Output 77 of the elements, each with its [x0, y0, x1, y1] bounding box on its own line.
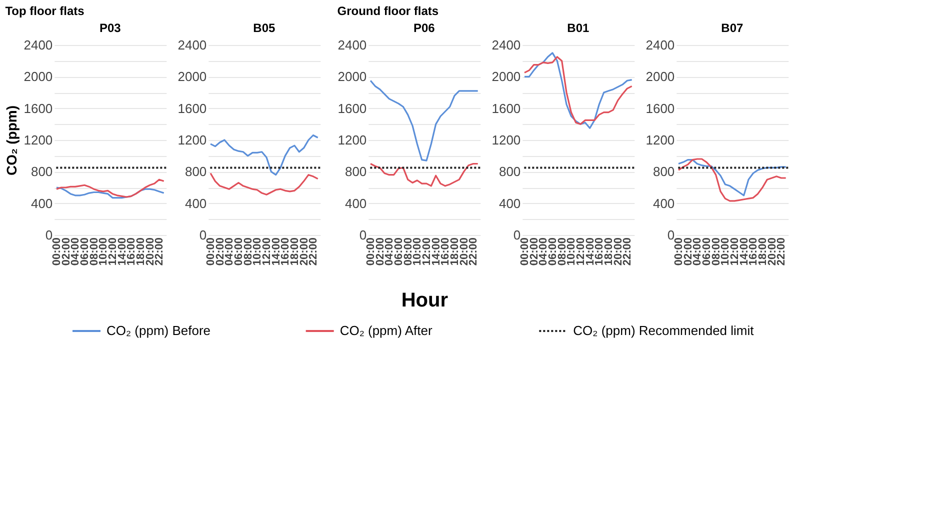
y-tick-label: 1600 — [492, 100, 521, 116]
line-series — [370, 80, 479, 162]
chart-title: B01 — [567, 21, 590, 35]
x-tick-label: 12:00 — [575, 238, 587, 266]
y-tick-label: 800 — [498, 164, 521, 180]
y-tick-label: 400 — [498, 196, 521, 211]
y-tick-label: 2400 — [178, 38, 207, 52]
x-tick-label: 06:00 — [701, 238, 713, 266]
line-series — [56, 178, 165, 198]
y-tick-label: 800 — [30, 164, 53, 180]
y-tick-label: 2400 — [646, 38, 675, 52]
y-tick-label: 2000 — [24, 69, 53, 84]
x-tick-label: 00:00 — [673, 238, 685, 266]
x-tick-label: 00:00 — [519, 238, 531, 266]
y-tick-label: 1200 — [646, 132, 675, 148]
y-tick-label: 2400 — [24, 38, 53, 52]
legend-label: CO₂ (ppm) Before — [106, 323, 211, 338]
y-axis-title: CO₂ (ppm) — [4, 106, 20, 176]
x-axis-title: Hour — [401, 290, 448, 312]
y-tick-label: 400 — [652, 196, 675, 211]
x-tick-label: 06:00 — [393, 238, 405, 266]
x-tick-label: 06:00 — [233, 238, 245, 266]
chart-title: P03 — [99, 21, 122, 35]
x-tick-label: 18:00 — [449, 238, 461, 266]
x-tick-label: 06:00 — [547, 238, 559, 266]
y-tick-label: 2400 — [338, 38, 367, 52]
legend-label: CO₂ (ppm) After — [340, 323, 433, 338]
y-tick-label: 1200 — [178, 132, 207, 148]
line-series — [210, 134, 319, 176]
chart-title: B07 — [721, 21, 744, 35]
x-tick-label: 18:00 — [289, 238, 301, 266]
x-tick-label: 22:00 — [622, 238, 634, 266]
y-tick-label: 2000 — [338, 69, 367, 84]
chart-title: P06 — [413, 21, 436, 35]
legend-label: CO₂ (ppm) Recommended limit — [573, 323, 754, 338]
y-tick-label: 400 — [30, 196, 53, 211]
y-tick-label: 1600 — [178, 100, 207, 116]
x-tick-label: 12:00 — [261, 238, 273, 266]
x-tick-label: 12:00 — [729, 238, 741, 266]
x-tick-label: 22:00 — [776, 238, 788, 266]
y-tick-label: 2000 — [178, 69, 207, 84]
y-tick-label: 800 — [652, 164, 675, 180]
y-tick-label: 2400 — [492, 38, 521, 52]
y-tick-label: 800 — [184, 164, 207, 180]
y-tick-label: 800 — [344, 164, 367, 180]
x-tick-label: 22:00 — [308, 238, 320, 266]
y-tick-label: 1600 — [338, 100, 367, 116]
y-tick-label: 1200 — [338, 132, 367, 148]
x-tick-label: 06:00 — [79, 238, 91, 266]
y-tick-label: 0 — [667, 228, 675, 242]
y-tick-label: 0 — [359, 228, 367, 242]
y-tick-label: 400 — [344, 196, 367, 211]
y-tick-label: 1200 — [24, 132, 53, 148]
y-tick-label: 400 — [184, 196, 207, 211]
y-tick-label: 2000 — [492, 69, 521, 84]
y-tick-label: 2000 — [646, 69, 675, 84]
x-tick-label: 22:00 — [154, 238, 166, 266]
x-tick-label: 12:00 — [107, 238, 119, 266]
y-tick-label: 1600 — [646, 100, 675, 116]
line-series — [210, 172, 319, 196]
text: Top floor flats — [5, 4, 85, 18]
x-tick-label: 18:00 — [603, 238, 615, 266]
y-tick-label: 0 — [199, 228, 207, 242]
y-tick-label: 1600 — [24, 100, 53, 116]
x-tick-label: 22:00 — [468, 238, 480, 266]
x-tick-label: 18:00 — [757, 238, 769, 266]
y-tick-label: 1200 — [492, 132, 521, 148]
x-tick-label: 00:00 — [205, 238, 217, 266]
y-tick-label: 0 — [45, 228, 53, 242]
x-tick-label: 18:00 — [135, 238, 147, 266]
chart-title: B05 — [253, 21, 276, 35]
x-tick-label: 00:00 — [365, 238, 377, 266]
text: Ground floor flats — [337, 4, 439, 18]
y-tick-label: 0 — [513, 228, 521, 242]
line-series — [370, 162, 479, 187]
x-tick-label: 12:00 — [421, 238, 433, 266]
x-tick-label: 00:00 — [51, 238, 63, 266]
